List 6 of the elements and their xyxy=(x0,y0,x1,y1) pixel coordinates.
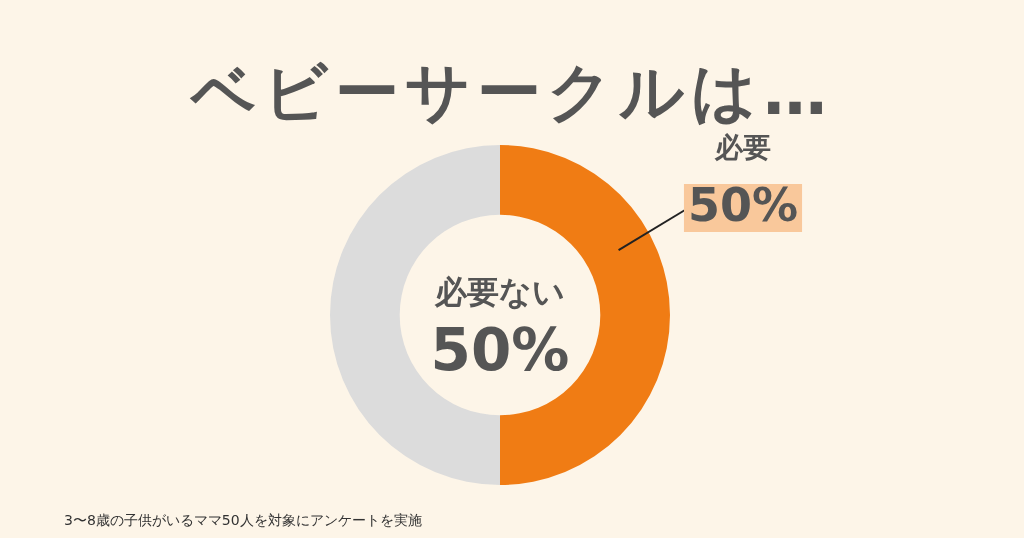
text: 3〜8歳の子供がいるママ50人を対象にアンケートを実施 xyxy=(64,512,422,530)
data-label: 50% xyxy=(687,177,799,232)
chart-title: ベビーサークルは… xyxy=(189,54,834,131)
data-label: 50% xyxy=(430,316,570,385)
slice-label: 必要ない xyxy=(434,273,565,312)
slice-label: 必要 xyxy=(714,131,771,165)
